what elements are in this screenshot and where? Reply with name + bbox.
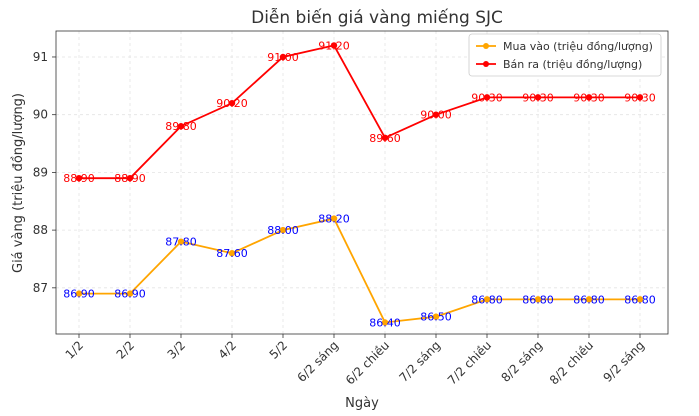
series-line-2 — [79, 44, 640, 180]
data-point — [534, 94, 542, 101]
data-label: 90.20 — [216, 97, 248, 110]
data-label: 90.30 — [573, 91, 605, 104]
legend-label: Bán ra (triệu đồng/lượng) — [503, 58, 642, 71]
data-point — [228, 250, 236, 257]
x-tick-label: 8/2 sáng — [498, 338, 545, 385]
y-tick-label: 91 — [33, 50, 48, 64]
data-label: 86.50 — [420, 311, 452, 324]
data-label: 90.30 — [471, 91, 503, 104]
series-group: 86.90 86.90 87.80 87.60 88.00 88.20 86.40 86.50… — [63, 39, 656, 329]
data-point — [279, 226, 287, 234]
data-point — [75, 290, 83, 297]
y-axis: 87 88 89 90 91 — [33, 50, 56, 295]
data-label: 88.90 — [63, 172, 95, 185]
x-tick-label: 1/2 — [63, 338, 87, 362]
x-tick-label: 2/2 — [114, 338, 138, 362]
data-label: 86.90 — [63, 288, 95, 301]
data-point — [228, 99, 236, 107]
legend-marker — [483, 43, 489, 49]
plot-frame — [55, 30, 669, 335]
data-label: 88.00 — [267, 224, 299, 237]
data-point — [330, 215, 338, 222]
data-label: 90.30 — [522, 91, 554, 104]
x-tick-label: 3/2 — [165, 338, 189, 362]
x-axis-label: Ngày — [345, 396, 379, 411]
x-tick-label: 7/2 sáng — [396, 338, 443, 385]
data-label: 90.30 — [624, 91, 656, 104]
data-point — [381, 319, 389, 326]
data-point — [585, 94, 593, 101]
data-label: 86.80 — [471, 293, 503, 306]
data-point — [126, 290, 134, 297]
x-tick-label: 9/2 sáng — [600, 338, 647, 385]
data-point — [483, 296, 491, 303]
legend-box — [468, 33, 662, 77]
x-tick-label: 6/2 chiều — [343, 338, 392, 387]
data-point — [534, 296, 542, 303]
series-line-1 — [79, 217, 640, 324]
x-tick-label: 7/2 chiều — [445, 338, 494, 387]
data-label: 91.00 — [267, 51, 299, 64]
x-axis: 1/2 2/2 3/2 4/2 5/2 6/2 sáng 6/2 chiều 7/2 sáng… — [63, 334, 647, 387]
data-point — [279, 53, 287, 61]
x-tick-label: 8/2 chiều — [547, 338, 596, 387]
data-point — [585, 296, 593, 303]
y-tick-label: 87 — [33, 281, 48, 295]
data-label: 88.20 — [318, 213, 350, 226]
y-tick-label: 90 — [33, 108, 48, 122]
data-point — [432, 111, 440, 118]
data-point — [381, 134, 389, 141]
data-label: 89.80 — [165, 120, 197, 133]
x-tick-label: 5/2 — [267, 338, 291, 362]
data-point — [483, 94, 491, 101]
legend-marker — [483, 61, 489, 67]
data-label: 88.90 — [114, 172, 146, 185]
data-label: 87.60 — [216, 247, 248, 260]
data-point — [126, 174, 134, 182]
legend: Mua vào (triệu đồng/lượng) Bán ra (triệu … — [468, 33, 662, 77]
data-point — [177, 123, 185, 130]
data-label: 89.60 — [369, 132, 401, 145]
data-label: 91.20 — [318, 39, 350, 52]
data-point — [330, 42, 338, 49]
data-label: 87.80 — [165, 236, 197, 249]
data-point — [432, 313, 440, 320]
data-point — [177, 238, 185, 245]
data-label: 86.80 — [573, 293, 605, 306]
y-axis-label: Giá vàng (triệu đồng/lượng) — [11, 93, 26, 273]
y-tick-label: 89 — [33, 165, 48, 179]
data-label: 86.80 — [522, 293, 554, 306]
y-tick-label: 88 — [33, 223, 48, 237]
data-label: 86.40 — [369, 316, 401, 329]
x-tick-label: 6/2 sáng — [294, 338, 341, 385]
chart-title: Diễn biến giá vàng miếng SJC — [251, 7, 503, 28]
data-point — [636, 94, 644, 101]
x-tick-label: 4/2 — [216, 338, 240, 362]
legend-label: Mua vào (triệu đồng/lượng) — [503, 40, 653, 53]
data-label: 86.80 — [624, 293, 656, 306]
data-label: 86.90 — [114, 288, 146, 301]
data-point — [75, 174, 83, 182]
data-label: 90.00 — [420, 109, 452, 122]
grid — [56, 31, 668, 334]
data-point — [636, 296, 644, 303]
